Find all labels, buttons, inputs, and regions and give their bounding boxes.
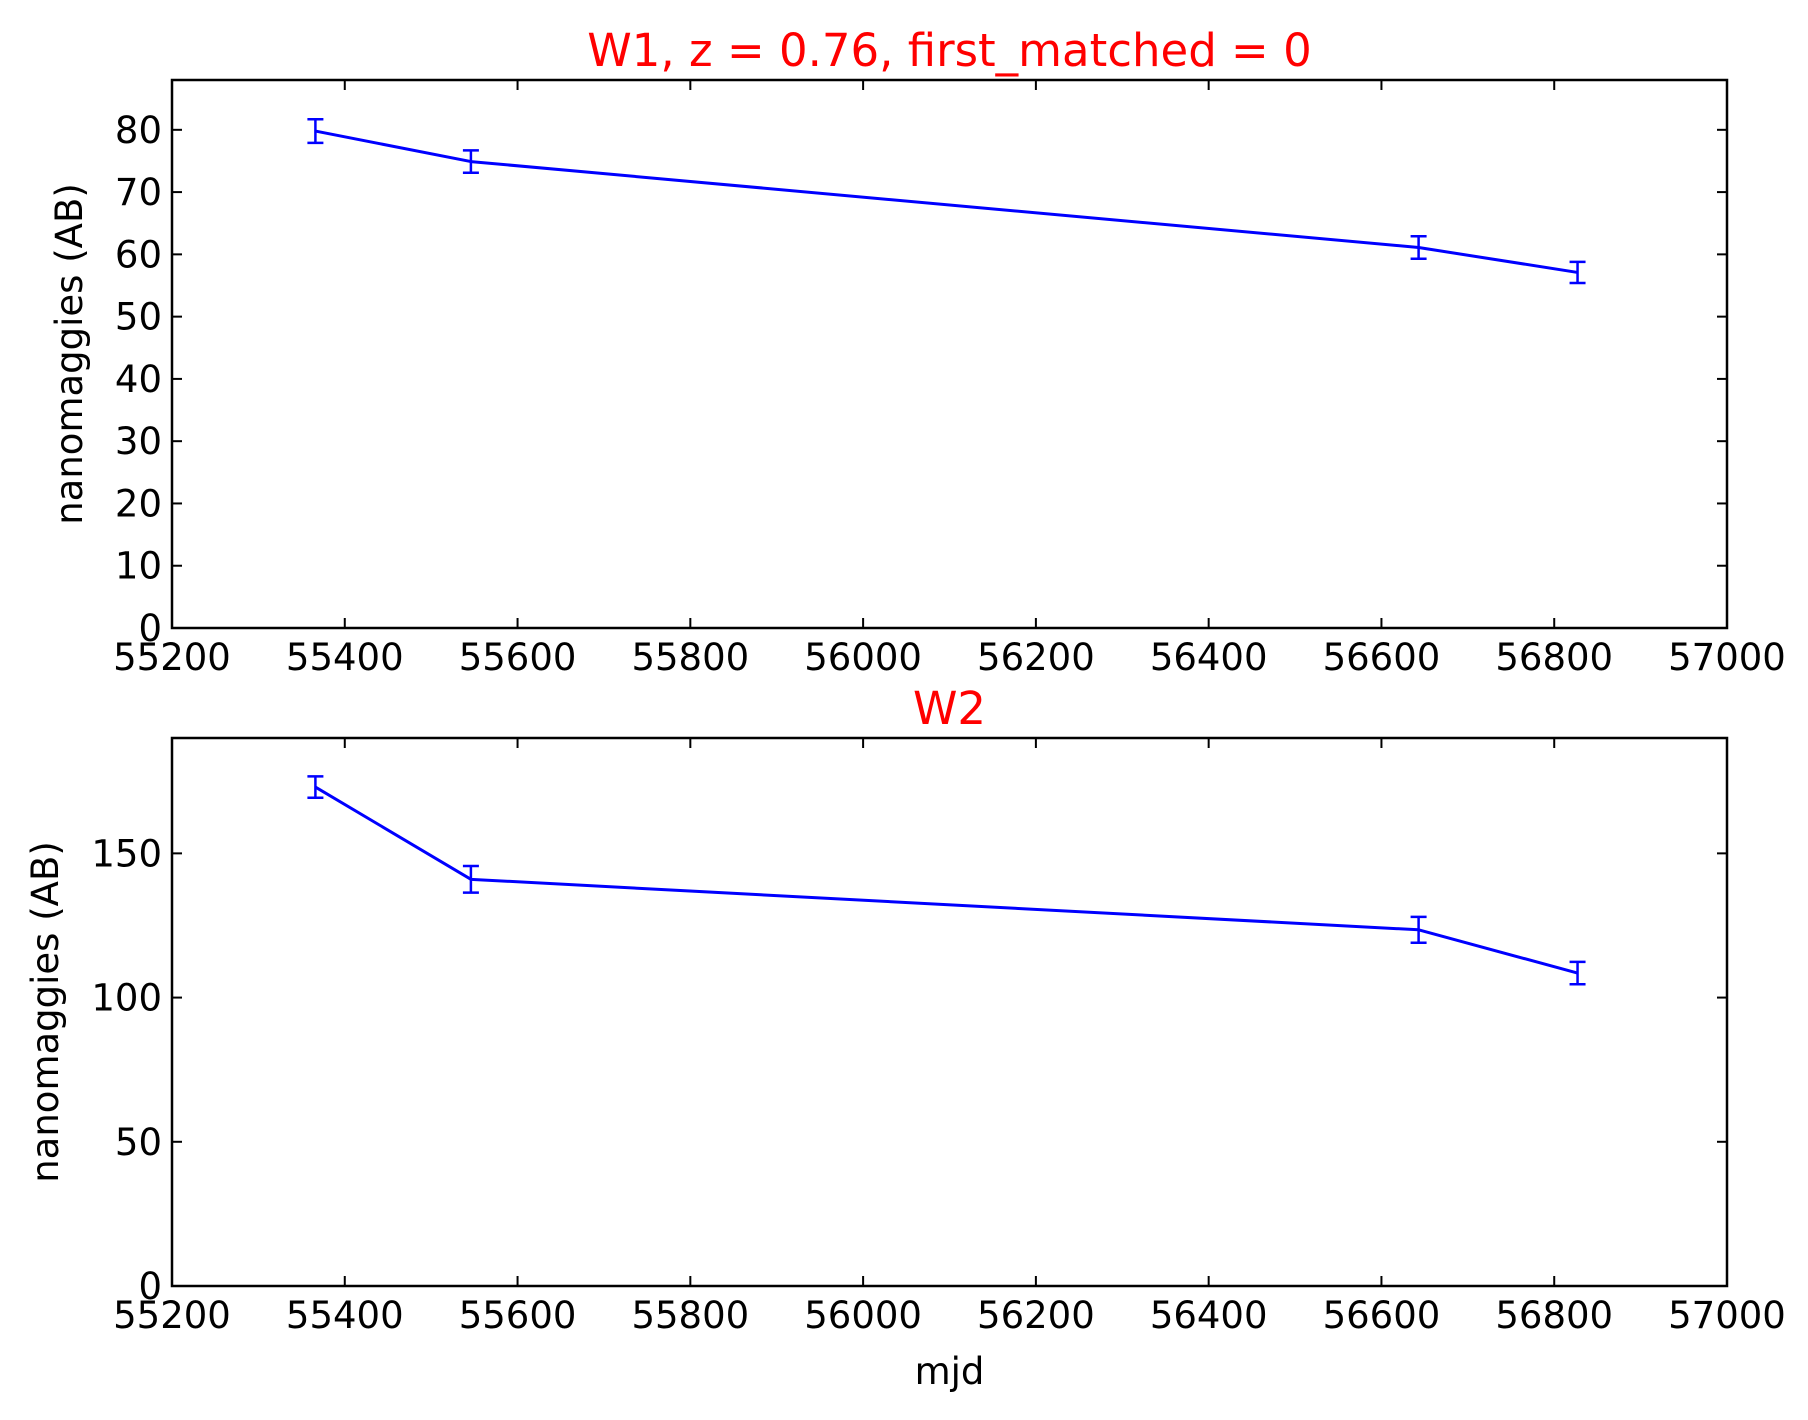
y-tick-label: 40	[115, 358, 162, 401]
y-axis-label: nanomaggies (AB)	[48, 183, 91, 525]
x-tick-label: 55600	[459, 636, 577, 679]
x-tick-label: 55200	[113, 636, 231, 679]
series-line	[315, 129, 1578, 274]
x-tick-label: 55600	[459, 1294, 577, 1337]
error-bar	[462, 149, 479, 175]
y-tick-label: 20	[115, 482, 162, 525]
y-tick-label: 30	[115, 420, 162, 463]
error-bar	[462, 864, 479, 894]
x-tick-label: 56400	[1150, 636, 1268, 679]
error-bar	[307, 775, 324, 799]
x-tick-label: 55800	[631, 1294, 749, 1337]
y-tick-label: 10	[115, 545, 162, 588]
x-tick-label: 55200	[113, 1294, 231, 1337]
y-tick-label: 0	[138, 607, 162, 650]
x-tick-label: 56800	[1495, 1294, 1613, 1337]
error-bar	[307, 117, 324, 145]
x-tick-label: 55400	[286, 1294, 404, 1337]
chart-panel-1: W1, z = 0.76, first_matched = 0 55200 5540…	[48, 24, 1786, 679]
x-tick-label: 56600	[1323, 1294, 1441, 1337]
plot-frame	[170, 736, 1729, 1288]
x-tick-label: 56800	[1495, 636, 1613, 679]
error-bar	[1569, 960, 1586, 986]
chart-title: W2	[913, 682, 986, 735]
y-tick-label: 50	[115, 1121, 162, 1164]
x-tick-label: 57000	[1668, 636, 1786, 679]
x-tick-label: 56200	[977, 636, 1095, 679]
y-axis-label: nanomaggies (AB)	[24, 841, 67, 1183]
error-bar	[1569, 260, 1586, 285]
plot-frame	[170, 78, 1729, 630]
x-tick-label: 56000	[804, 1294, 922, 1337]
x-tick-label: 56400	[1150, 1294, 1268, 1337]
x-tick-label: 56600	[1323, 636, 1441, 679]
chart-title: W1, z = 0.76, first_matched = 0	[587, 24, 1311, 77]
y-tick-label: 50	[115, 296, 162, 339]
y-tick-label: 100	[91, 977, 162, 1020]
error-bar	[1410, 915, 1427, 945]
x-tick-label: 56000	[804, 636, 922, 679]
y-tick-label: 80	[115, 109, 162, 152]
x-tick-label: 55800	[631, 636, 749, 679]
y-tick-label: 150	[91, 832, 162, 875]
chart-panel-2: W2 55200 55400 55600 55800 56000 56200 56400 566…	[24, 682, 1786, 1393]
series-line	[314, 785, 1578, 975]
y-tick-label: 0	[138, 1265, 162, 1308]
x-tick-label: 56200	[977, 1294, 1095, 1337]
y-tick-label: 70	[115, 171, 162, 214]
x-axis-label: mjd	[915, 1350, 985, 1393]
y-tick-label: 60	[115, 233, 162, 276]
x-tick-label: 57000	[1668, 1294, 1786, 1337]
error-bar	[1410, 235, 1427, 260]
x-tick-label: 55400	[286, 636, 404, 679]
